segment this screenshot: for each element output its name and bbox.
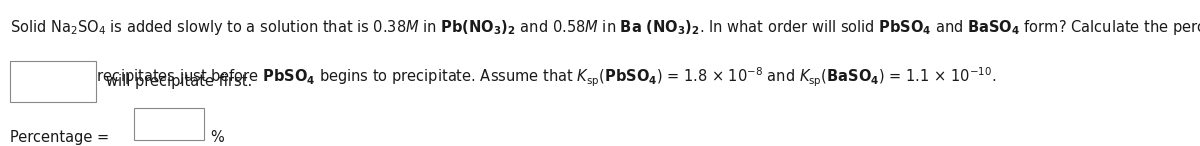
Text: Ba$^{2+}$ that precipitates just before $\mathbf{PbSO_4}$ begins to precipitate.: Ba$^{2+}$ that precipitates just before … [10,66,996,89]
Text: %: % [210,130,223,145]
FancyBboxPatch shape [134,108,204,140]
Text: will precipitate first.: will precipitate first. [106,74,252,89]
FancyBboxPatch shape [10,61,96,102]
Text: Solid Na$_2$SO$_4$ is added slowly to a solution that is 0.38$M$ in $\mathbf{Pb(: Solid Na$_2$SO$_4$ is added slowly to a … [10,18,1200,36]
Text: Percentage =: Percentage = [10,130,113,145]
